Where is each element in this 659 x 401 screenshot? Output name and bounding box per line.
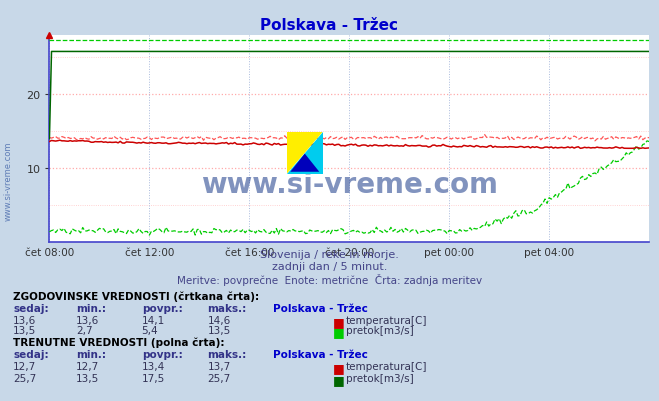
- Text: povpr.:: povpr.:: [142, 349, 183, 359]
- Text: 12,7: 12,7: [76, 361, 99, 371]
- Text: 13,5: 13,5: [13, 326, 36, 336]
- Text: ■: ■: [333, 326, 345, 338]
- Text: 13,5: 13,5: [208, 326, 231, 336]
- Text: 14,1: 14,1: [142, 315, 165, 325]
- Polygon shape: [291, 154, 319, 172]
- Text: pretok[m3/s]: pretok[m3/s]: [346, 326, 414, 336]
- Text: temperatura[C]: temperatura[C]: [346, 361, 428, 371]
- Text: 13,6: 13,6: [76, 315, 99, 325]
- Polygon shape: [287, 132, 323, 174]
- Text: ZGODOVINSKE VREDNOSTI (črtkana črta):: ZGODOVINSKE VREDNOSTI (črtkana črta):: [13, 291, 259, 301]
- Text: ■: ■: [333, 361, 345, 374]
- Text: Polskava - Tržec: Polskava - Tržec: [273, 303, 368, 313]
- Text: TRENUTNE VREDNOSTI (polna črta):: TRENUTNE VREDNOSTI (polna črta):: [13, 337, 225, 347]
- Text: pretok[m3/s]: pretok[m3/s]: [346, 373, 414, 383]
- Text: min.:: min.:: [76, 303, 106, 313]
- Text: www.si-vreme.com: www.si-vreme.com: [201, 171, 498, 199]
- Text: Polskava - Tržec: Polskava - Tržec: [273, 349, 368, 359]
- Text: 14,6: 14,6: [208, 315, 231, 325]
- Text: maks.:: maks.:: [208, 349, 247, 359]
- Text: sedaj:: sedaj:: [13, 303, 49, 313]
- Text: temperatura[C]: temperatura[C]: [346, 315, 428, 325]
- Text: min.:: min.:: [76, 349, 106, 359]
- Text: www.si-vreme.com: www.si-vreme.com: [3, 141, 13, 220]
- Text: 17,5: 17,5: [142, 373, 165, 383]
- Text: zadnji dan / 5 minut.: zadnji dan / 5 minut.: [272, 261, 387, 271]
- Text: Meritve: povprečne  Enote: metrične  Črta: zadnja meritev: Meritve: povprečne Enote: metrične Črta:…: [177, 273, 482, 286]
- Polygon shape: [287, 132, 323, 174]
- Text: Polskava - Tržec: Polskava - Tržec: [260, 18, 399, 33]
- Text: 13,7: 13,7: [208, 361, 231, 371]
- Text: 25,7: 25,7: [13, 373, 36, 383]
- Text: 13,6: 13,6: [13, 315, 36, 325]
- Text: ■: ■: [333, 373, 345, 386]
- Text: Slovenija / reke in morje.: Slovenija / reke in morje.: [260, 249, 399, 259]
- Text: maks.:: maks.:: [208, 303, 247, 313]
- Text: 13,5: 13,5: [76, 373, 99, 383]
- Text: ■: ■: [333, 315, 345, 328]
- Text: sedaj:: sedaj:: [13, 349, 49, 359]
- Text: 2,7: 2,7: [76, 326, 92, 336]
- Text: 25,7: 25,7: [208, 373, 231, 383]
- Text: 12,7: 12,7: [13, 361, 36, 371]
- Text: 5,4: 5,4: [142, 326, 158, 336]
- Text: 13,4: 13,4: [142, 361, 165, 371]
- Text: povpr.:: povpr.:: [142, 303, 183, 313]
